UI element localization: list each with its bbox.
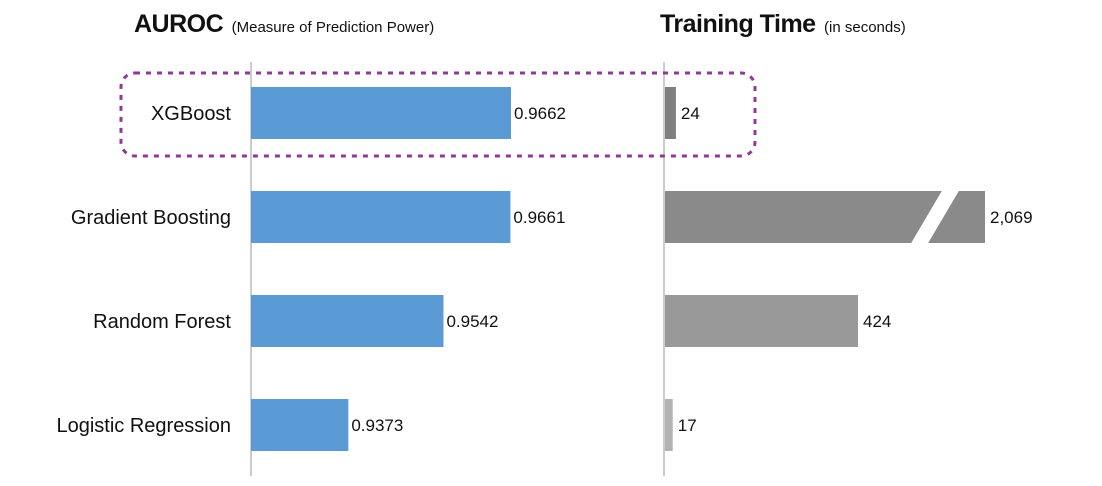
- auroc-bar: [251, 191, 511, 243]
- auroc-value-label: 0.9661: [513, 208, 565, 227]
- training-time-value-label: 24: [681, 104, 700, 123]
- auroc-value-label: 0.9542: [446, 312, 498, 331]
- auroc-bar: [251, 399, 349, 451]
- category-label: Random Forest: [93, 311, 231, 333]
- training-time-value-label: 2,069: [990, 208, 1033, 227]
- auroc-bar: [251, 87, 511, 139]
- training-time-chart-title: Training Time (in seconds): [660, 10, 906, 39]
- training-time-bar: [665, 399, 673, 451]
- auroc-subtitle-text: (Measure of Prediction Power): [231, 19, 435, 36]
- auroc-bar: [251, 295, 444, 347]
- training-time-value-label: 424: [863, 312, 891, 331]
- auroc-value-label: 0.9373: [351, 416, 403, 435]
- category-label: XGBoost: [151, 103, 231, 125]
- axis-break-gap: [910, 189, 960, 245]
- auroc-chart-title: AUROC (Measure of Prediction Power): [134, 10, 434, 39]
- training-time-bar: [665, 295, 858, 347]
- training-time-title-text: Training Time: [660, 10, 816, 38]
- training-time-subtitle-text: (in seconds): [824, 19, 906, 36]
- category-label: Logistic Regression: [56, 415, 231, 437]
- auroc-value-label: 0.9662: [514, 104, 566, 123]
- category-label: Gradient Boosting: [71, 207, 231, 229]
- training-time-value-label: 17: [678, 416, 697, 435]
- training-time-bar: [665, 87, 676, 139]
- auroc-title-text: AUROC: [134, 10, 224, 38]
